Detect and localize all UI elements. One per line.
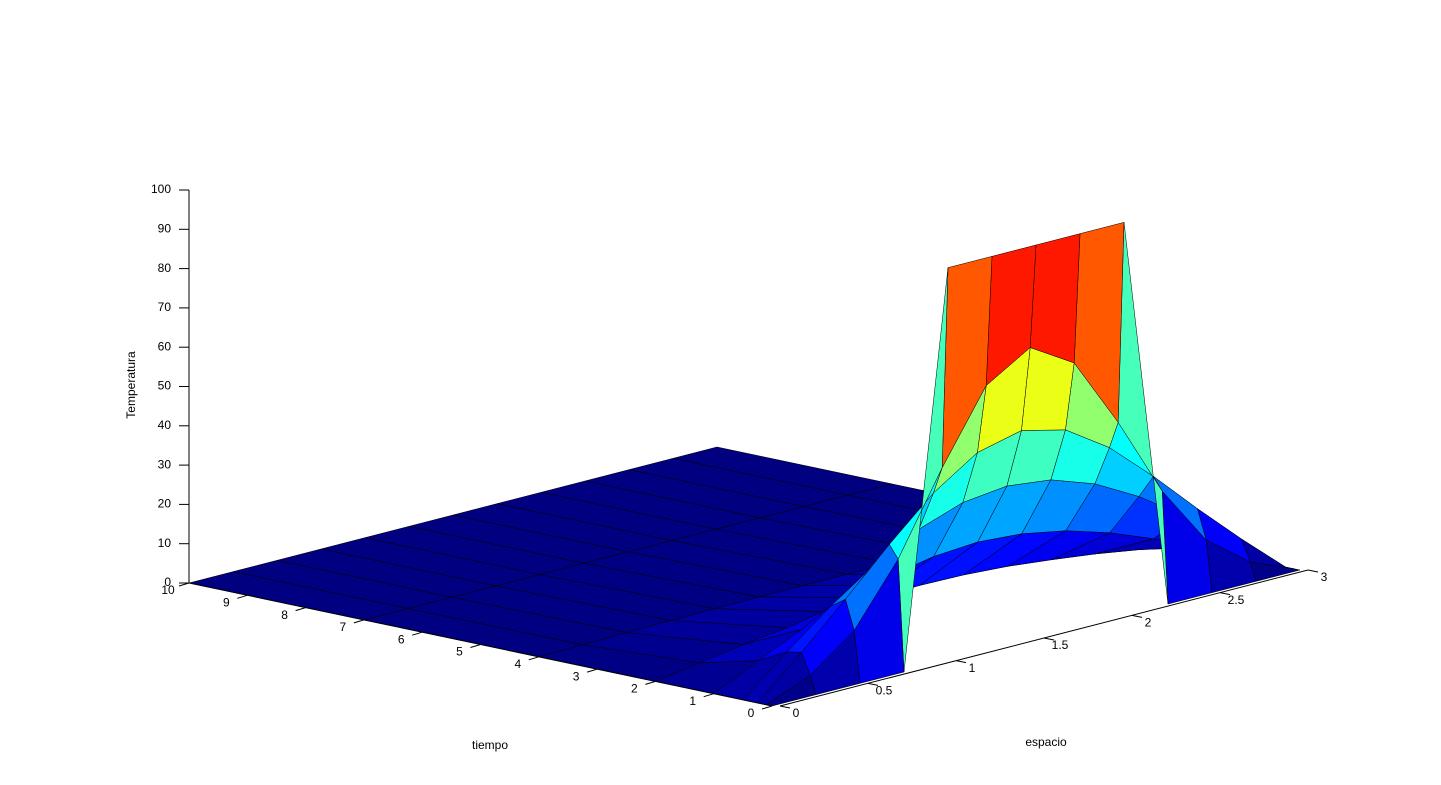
z-tick-label: 0: [164, 575, 171, 589]
x-tick-label: 4: [514, 657, 521, 671]
x-tick-label: 8: [281, 608, 288, 622]
x-tick: [295, 607, 306, 612]
x-tick-label: 5: [456, 645, 463, 659]
y-tick: [867, 682, 879, 686]
z-tick-label: 20: [158, 497, 172, 511]
y-tick-label: 0: [793, 706, 800, 720]
y-tick: [1131, 614, 1143, 618]
x-tick: [645, 680, 656, 685]
y-tick-label: 1.5: [1052, 638, 1069, 652]
z-tick-label: 80: [158, 261, 172, 275]
z-tick-label: 90: [158, 221, 172, 235]
x-tick: [237, 594, 248, 599]
y-tick: [1043, 637, 1055, 641]
x-tick: [528, 656, 539, 661]
x-tick: [470, 644, 481, 648]
x-tick-label: 9: [223, 595, 230, 609]
y-tick: [955, 660, 967, 664]
x-tick: [586, 668, 598, 673]
x-axis-label: tiempo: [472, 738, 508, 752]
y-tick-label: 1: [969, 661, 976, 675]
x-tick-label: 3: [573, 669, 580, 683]
x-tick-label: 10: [161, 583, 175, 597]
x-tick: [703, 693, 714, 698]
y-axis-label: espacio: [1025, 735, 1067, 749]
x-tick-label: 2: [631, 682, 638, 696]
y-tick: [1307, 569, 1319, 573]
x-tick: [178, 582, 190, 587]
x-tick: [761, 705, 773, 710]
x-tick: [412, 631, 423, 636]
x-tick: [353, 619, 365, 624]
z-tick-label: 30: [158, 457, 172, 471]
y-tick-label: 0.5: [876, 684, 893, 698]
z-tick-label: 100: [151, 182, 171, 196]
y-tick-label: 3: [1321, 570, 1328, 584]
x-tick-label: 6: [398, 632, 405, 646]
x-tick-label: 1: [689, 694, 696, 708]
y-tick-label: 2.5: [1228, 593, 1245, 607]
z-tick-label: 40: [158, 418, 172, 432]
z-tick-label: 10: [158, 536, 172, 550]
surface-patch: [1029, 233, 1081, 364]
y-tick: [779, 705, 791, 709]
x-tick-label: 0: [748, 706, 755, 720]
z-tick-label: 60: [158, 339, 172, 353]
z-axis-label: Temperatura: [124, 351, 138, 419]
z-tick-label: 70: [158, 300, 172, 314]
z-tick-label: 50: [158, 379, 172, 393]
x-tick-label: 7: [340, 620, 347, 634]
y-tick: [1219, 592, 1231, 596]
y-tick-label: 2: [1145, 616, 1152, 630]
surface-patch: [897, 267, 949, 673]
